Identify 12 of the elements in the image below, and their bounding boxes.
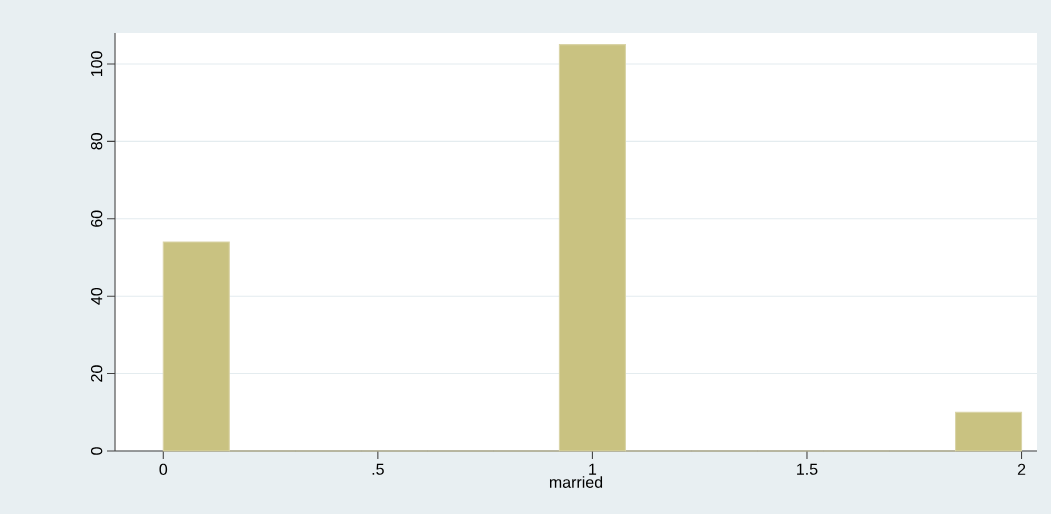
x-axis-title: married [549,476,603,488]
y-tick-label: 40 [90,287,103,305]
x-tick-label: 1 [589,463,597,475]
y-tick-label: 20 [90,365,103,382]
y-tick-label: 100 [90,51,103,77]
x-tick-label: 1.5 [797,463,818,475]
x-tick-label: .5 [372,463,384,475]
x-tick-label: 2 [1017,463,1026,475]
y-tick-label: 60 [90,210,103,227]
x-tick-label: 0 [159,463,168,476]
y-tick-label: 0 [90,447,103,455]
y-tick-label: 80 [90,133,103,150]
